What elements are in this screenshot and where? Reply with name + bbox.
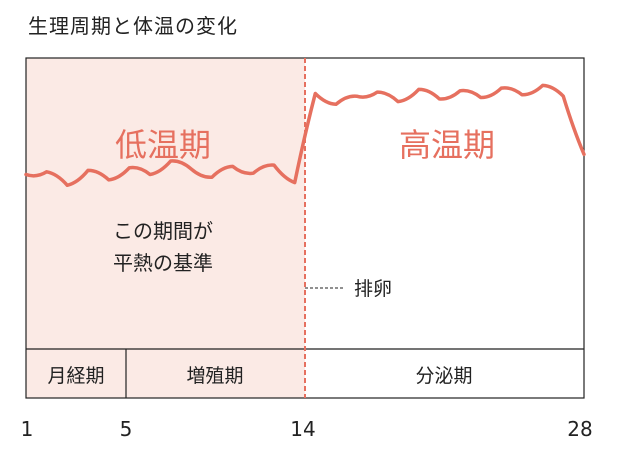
note-line-1: この期間が [113,219,213,243]
note-line-2: 平熱の基準 [113,251,213,275]
ovulation-label: 排卵 [354,278,392,300]
temperature-curve [24,83,586,188]
section-secretory: 分泌期 [415,365,472,387]
day-tick-14: 14 [290,417,315,441]
diagram-title: 生理周期と体温の変化 [28,14,238,38]
high-phase-label: 高温期 [399,126,495,164]
low-phase-label: 低温期 [115,126,211,164]
section-proliferative: 増殖期 [186,365,243,387]
low-phase-area [26,58,305,398]
day-tick-5: 5 [120,417,133,441]
section-menstrual: 月経期 [47,365,104,387]
day-tick-28: 28 [567,417,592,441]
day-tick-1: 1 [21,417,34,441]
